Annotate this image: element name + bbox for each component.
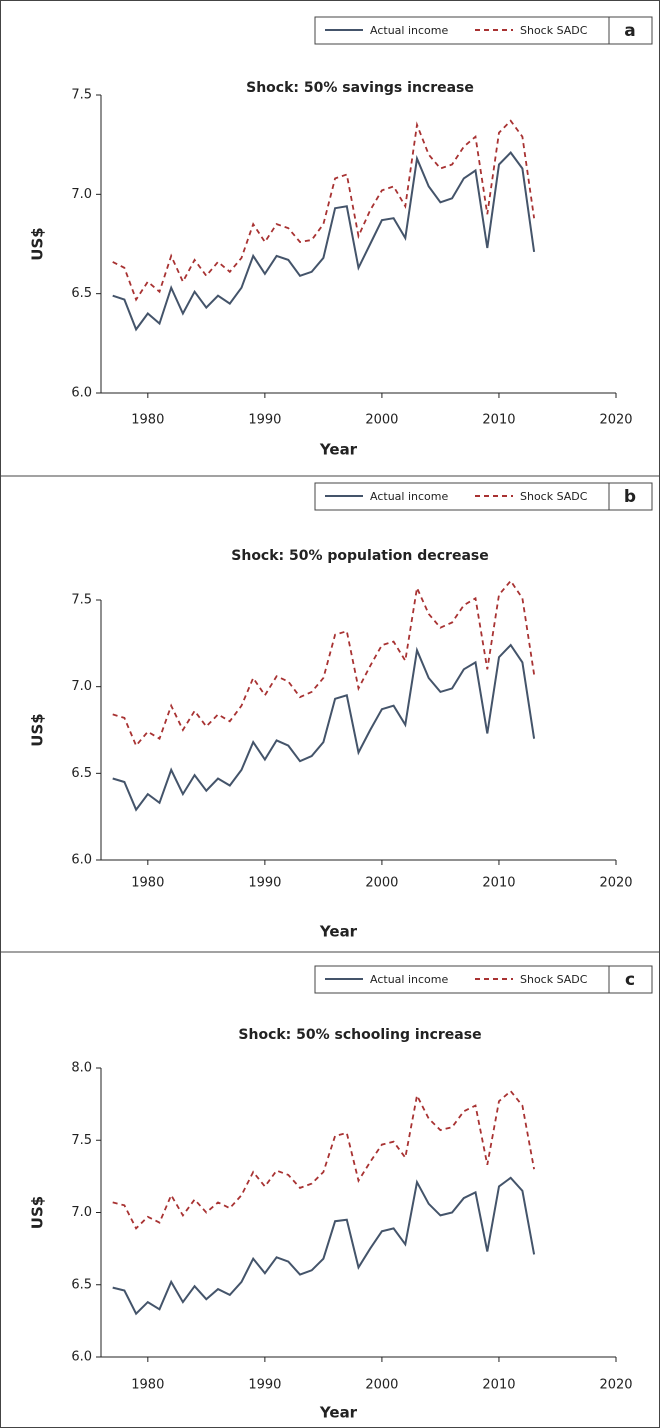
x-tick-label: 1990 (248, 413, 281, 428)
y-tick-label: 7.0 (71, 679, 92, 694)
x-tick-label: 2020 (599, 1378, 632, 1393)
x-tick-label: 2000 (365, 876, 398, 891)
x-tick-label: 2010 (482, 1378, 515, 1393)
x-tick-label: 2010 (482, 413, 515, 428)
legend-box (314, 482, 610, 511)
chart-panel: Shock: 50% population decrease 6.0 6.5 7.0 7… (29, 482, 653, 941)
y-tick-label: 6.5 (71, 766, 92, 781)
legend-label: Actual income (370, 24, 448, 37)
line-series (112, 1176, 536, 1316)
y-tick-label: 7.5 (71, 1133, 92, 1148)
chart-title: Shock: 50% schooling increase (238, 1027, 481, 1043)
legend-box (314, 16, 610, 45)
x-tick-label: 2000 (365, 1378, 398, 1393)
panel-label: b (624, 487, 636, 507)
y-tick-label: 8.0 (71, 1061, 92, 1076)
chart-title: Shock: 50% savings increase (246, 80, 474, 96)
x-tick-label: 2010 (482, 876, 515, 891)
panel-label-box (608, 482, 653, 511)
line-series (112, 579, 535, 748)
legend-label: Shock SADC (520, 24, 588, 37)
x-tick-label: 2020 (599, 413, 632, 428)
y-tick-label: 6.0 (71, 386, 92, 401)
legend-label: Actual income (370, 973, 448, 986)
x-tick-label: 1990 (248, 876, 281, 891)
x-tick-label: 1980 (131, 413, 164, 428)
panel-label-box (608, 16, 653, 45)
y-axis-label: US$ (29, 713, 47, 746)
x-axis-label: Year (319, 1404, 358, 1422)
chart-panel: Shock: 50% savings increase 6.0 6.5 7.0 7.5 1… (29, 16, 653, 459)
x-tick-label: 1980 (131, 876, 164, 891)
x-tick-label: 2020 (599, 876, 632, 891)
x-tick-label: 1990 (248, 1378, 281, 1393)
legend-label: Shock SADC (520, 490, 588, 503)
y-tick-label: 7.0 (71, 187, 92, 202)
y-tick-label: 6.0 (71, 853, 92, 868)
y-tick-label: 7.5 (71, 593, 92, 608)
y-tick-label: 6.5 (71, 286, 92, 301)
legend-label: Shock SADC (520, 973, 588, 986)
panel-label-box (608, 965, 653, 994)
y-axis-label: US$ (29, 1196, 47, 1229)
line-series (112, 1089, 535, 1230)
line-series (112, 643, 536, 812)
panel-label: c (625, 970, 635, 990)
x-axis-label: Year (319, 441, 358, 459)
panel-label: a (624, 21, 635, 41)
chart-title: Shock: 50% population decrease (231, 548, 488, 564)
legend-box (314, 965, 610, 994)
x-tick-label: 1980 (131, 1378, 164, 1393)
chart-panel: Shock: 50% schooling increase 6.0 6.5 7.0 7.… (29, 965, 653, 1422)
x-tick-label: 2000 (365, 413, 398, 428)
y-tick-label: 7.0 (71, 1205, 92, 1220)
y-tick-label: 6.5 (71, 1277, 92, 1292)
y-axis-label: US$ (29, 227, 47, 260)
line-series (112, 151, 536, 332)
y-tick-label: 6.0 (71, 1350, 92, 1365)
x-axis-label: Year (319, 923, 358, 941)
y-tick-label: 7.5 (71, 88, 92, 103)
legend-label: Actual income (370, 490, 448, 503)
